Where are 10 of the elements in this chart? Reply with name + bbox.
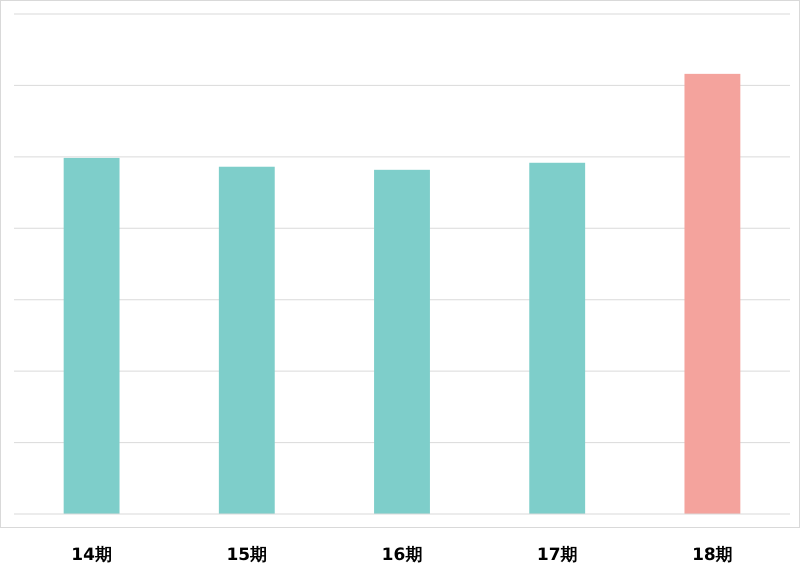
x-tick-label: 18期 xyxy=(692,545,733,565)
bar xyxy=(64,158,120,514)
bar xyxy=(218,166,275,514)
bar xyxy=(684,74,740,514)
x-tick-label: 15期 xyxy=(226,545,268,565)
bar xyxy=(374,170,430,514)
x-tick-label: 16期 xyxy=(382,545,422,565)
x-tick-label: 17期 xyxy=(536,545,578,565)
x-tick-label: 14期 xyxy=(71,545,112,565)
bar xyxy=(529,162,586,514)
